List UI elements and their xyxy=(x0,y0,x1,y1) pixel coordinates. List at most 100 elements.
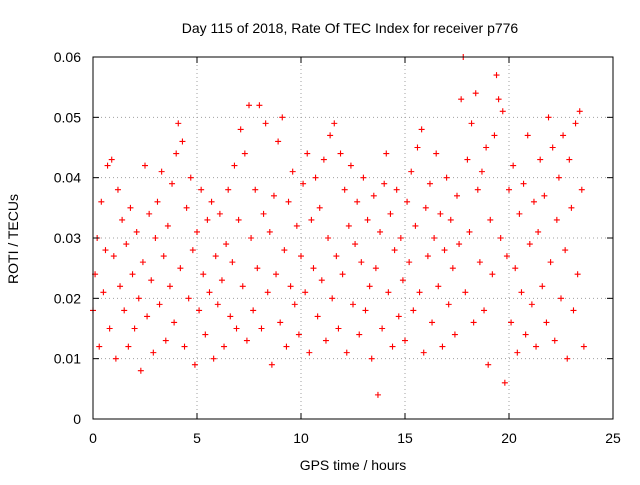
data-point xyxy=(231,162,238,169)
data-point xyxy=(389,343,396,350)
data-point xyxy=(333,253,340,260)
data-point xyxy=(254,265,261,272)
data-point xyxy=(121,307,128,314)
data-point xyxy=(229,259,236,266)
data-point xyxy=(487,216,494,223)
data-point xyxy=(364,216,371,223)
data-point xyxy=(437,210,444,217)
data-point xyxy=(104,162,111,169)
data-point xyxy=(381,180,388,187)
data-point xyxy=(300,180,307,187)
data-point xyxy=(235,216,242,223)
data-point xyxy=(454,192,460,199)
y-tick-label: 0.02 xyxy=(54,290,81,306)
data-point xyxy=(520,180,527,187)
y-tick-label: 0.01 xyxy=(54,351,81,367)
data-point xyxy=(264,289,271,296)
data-point xyxy=(173,150,180,157)
data-point xyxy=(449,265,456,272)
data-point xyxy=(291,301,298,308)
data-point xyxy=(535,228,542,235)
data-point xyxy=(412,222,419,229)
data-point xyxy=(478,168,485,175)
data-point xyxy=(350,301,356,308)
data-point xyxy=(258,325,265,332)
data-point xyxy=(493,72,500,79)
data-point xyxy=(256,102,263,109)
data-point xyxy=(187,174,194,181)
data-point xyxy=(522,331,529,338)
data-point xyxy=(447,216,454,223)
data-point xyxy=(362,307,369,314)
data-point xyxy=(137,367,144,374)
data-point xyxy=(202,331,209,338)
data-point xyxy=(451,331,458,338)
data-point xyxy=(293,222,300,229)
data-point xyxy=(366,283,373,290)
data-point xyxy=(221,343,228,350)
data-point xyxy=(325,235,332,241)
x-tick-label: 15 xyxy=(397,430,413,446)
data-point xyxy=(248,235,255,241)
data-point xyxy=(420,349,427,356)
data-point xyxy=(512,265,519,272)
data-point xyxy=(287,283,294,290)
data-point xyxy=(533,343,540,350)
data-point xyxy=(553,216,560,223)
data-point xyxy=(541,192,548,199)
data-point xyxy=(327,132,334,139)
data-point xyxy=(483,144,490,151)
data-point xyxy=(568,204,575,211)
data-point xyxy=(110,253,117,260)
data-point xyxy=(320,156,327,163)
data-point xyxy=(117,283,124,290)
ticks-layer xyxy=(92,56,614,420)
data-point xyxy=(339,271,346,278)
data-point xyxy=(347,162,354,169)
data-point xyxy=(185,295,192,302)
data-point xyxy=(252,186,259,193)
data-point xyxy=(337,150,344,157)
data-point xyxy=(181,343,188,350)
data-point xyxy=(206,289,213,296)
data-point xyxy=(227,313,234,320)
data-point xyxy=(214,301,221,308)
data-point xyxy=(304,150,311,157)
data-point xyxy=(360,174,367,181)
data-point xyxy=(158,168,165,175)
data-point xyxy=(562,247,569,254)
data-point xyxy=(576,108,583,115)
data-point xyxy=(123,241,130,248)
data-point xyxy=(223,241,230,248)
data-point xyxy=(379,325,386,332)
data-point xyxy=(481,307,488,314)
data-point xyxy=(135,295,142,302)
data-point xyxy=(194,228,200,235)
data-point xyxy=(250,307,257,314)
x-tick-label: 25 xyxy=(605,430,621,446)
data-point xyxy=(279,114,286,121)
data-point xyxy=(208,198,215,205)
data-point xyxy=(156,301,163,308)
data-point xyxy=(260,210,267,217)
data-point xyxy=(499,108,506,115)
data-point xyxy=(169,180,176,187)
data-point xyxy=(368,355,375,362)
data-point xyxy=(458,96,465,103)
data-point xyxy=(558,295,564,302)
data-point xyxy=(441,247,448,254)
data-point xyxy=(574,271,581,278)
data-point xyxy=(273,271,280,278)
data-point xyxy=(385,289,392,296)
data-point xyxy=(308,216,315,223)
data-point xyxy=(191,361,198,368)
data-point xyxy=(397,235,404,241)
data-point xyxy=(358,259,365,266)
y-tick-label: 0 xyxy=(73,411,81,427)
data-point xyxy=(216,210,223,217)
data-point xyxy=(433,150,440,157)
data-point xyxy=(418,126,425,133)
x-axis-label: GPS time / hours xyxy=(300,457,407,473)
data-point xyxy=(354,198,361,205)
